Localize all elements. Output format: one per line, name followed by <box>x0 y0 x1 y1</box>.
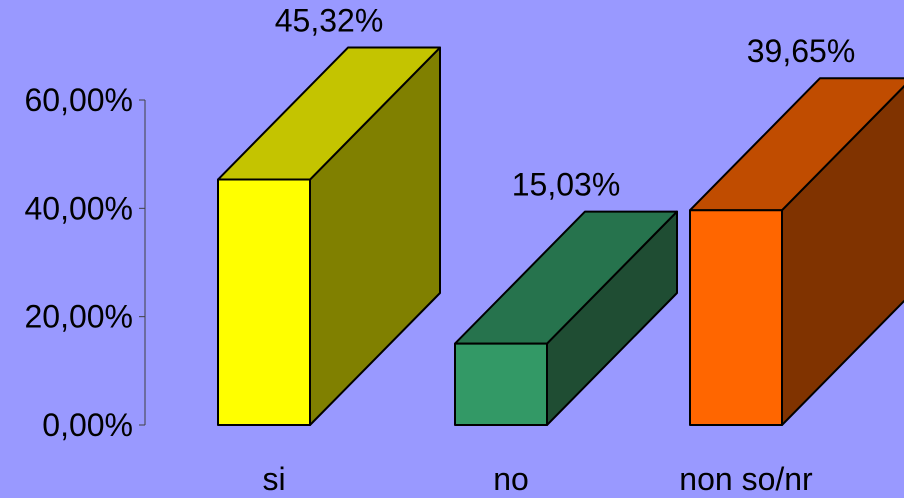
data-label: 39,65% <box>747 33 856 69</box>
data-label: 15,03% <box>512 167 621 203</box>
bar-front-face <box>217 178 311 426</box>
x-category-label: si <box>262 461 285 497</box>
labels: 45,32% si 15,03% no 39,65% non so/nr <box>262 3 855 497</box>
y-tick-label: 20,00% <box>24 299 133 335</box>
x-category-label: non so/nr <box>679 461 813 497</box>
bar-2 <box>454 210 678 426</box>
bar-1 <box>217 46 441 426</box>
y-axis: 0,00% 20,00% 40,00% 60,00% <box>24 82 146 443</box>
bars <box>217 46 904 426</box>
y-tick-label: 40,00% <box>24 190 133 226</box>
y-tick-label: 0,00% <box>42 407 133 443</box>
y-tick-label: 60,00% <box>24 82 133 118</box>
bar-3 <box>689 77 904 426</box>
x-category-label: no <box>493 461 529 497</box>
bar-front-face <box>689 209 783 426</box>
bar-front-face <box>454 342 548 426</box>
data-label: 45,32% <box>275 3 384 39</box>
